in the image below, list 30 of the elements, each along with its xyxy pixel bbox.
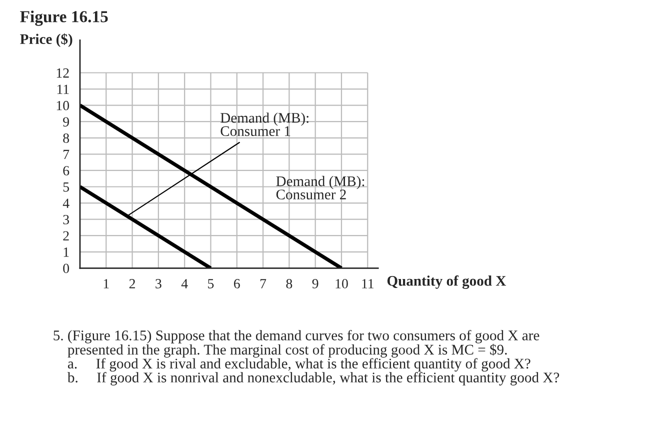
x-tick-label: 4 (181, 279, 188, 288)
y-tick-label: 2 (63, 231, 69, 240)
x-tick-label: 9 (312, 279, 318, 288)
x-tick-label: 2 (129, 279, 135, 288)
series-label: Demand (MB): Consumer 2 (276, 176, 364, 200)
x-tick-label: 7 (260, 279, 266, 288)
chart-title: Figure 16.15 (20, 10, 108, 26)
y-axis-title: Price ($) (20, 33, 72, 48)
x-tick-label: 11 (362, 279, 374, 288)
y-tick-label: 12 (56, 68, 69, 78)
y-tick-label: 1 (64, 248, 69, 257)
text: 5. (Figure 16.15) Suppose that the demand curves for two consumers of good X are presented in the graph. The marginal cost of producing good X is MC = $9. a. If good X is rival and excludable, what is the efficient quantity of good X? b. If good X is nonrival and nonexcludable, what is the efficient quantity good X? (54, 330, 560, 386)
y-tick-label: 9 (63, 117, 69, 127)
x-tick-label: 1 (104, 279, 109, 288)
y-tick-label: 0 (63, 264, 70, 274)
y-tick-label: 11 (57, 84, 69, 94)
text: Demand (MB): Consumer 1 (220, 112, 308, 136)
y-tick-label: 6 (63, 166, 70, 176)
x-tick-label: 6 (234, 279, 240, 288)
y-tick-label: 3 (63, 214, 70, 224)
y-tick-label: 4 (62, 198, 70, 208)
y-tick-label: 5 (63, 182, 70, 192)
x-tick-label: 3 (156, 279, 162, 288)
y-tick-label: 7 (64, 150, 70, 159)
x-tick-label: 5 (208, 279, 214, 288)
y-tick-label: 10 (56, 100, 70, 110)
y-tick-label: 8 (63, 133, 70, 143)
x-tick-label: 10 (336, 279, 348, 288)
x-tick-label: 8 (286, 279, 292, 288)
x-axis-title: Quantity of good X (387, 275, 506, 289)
